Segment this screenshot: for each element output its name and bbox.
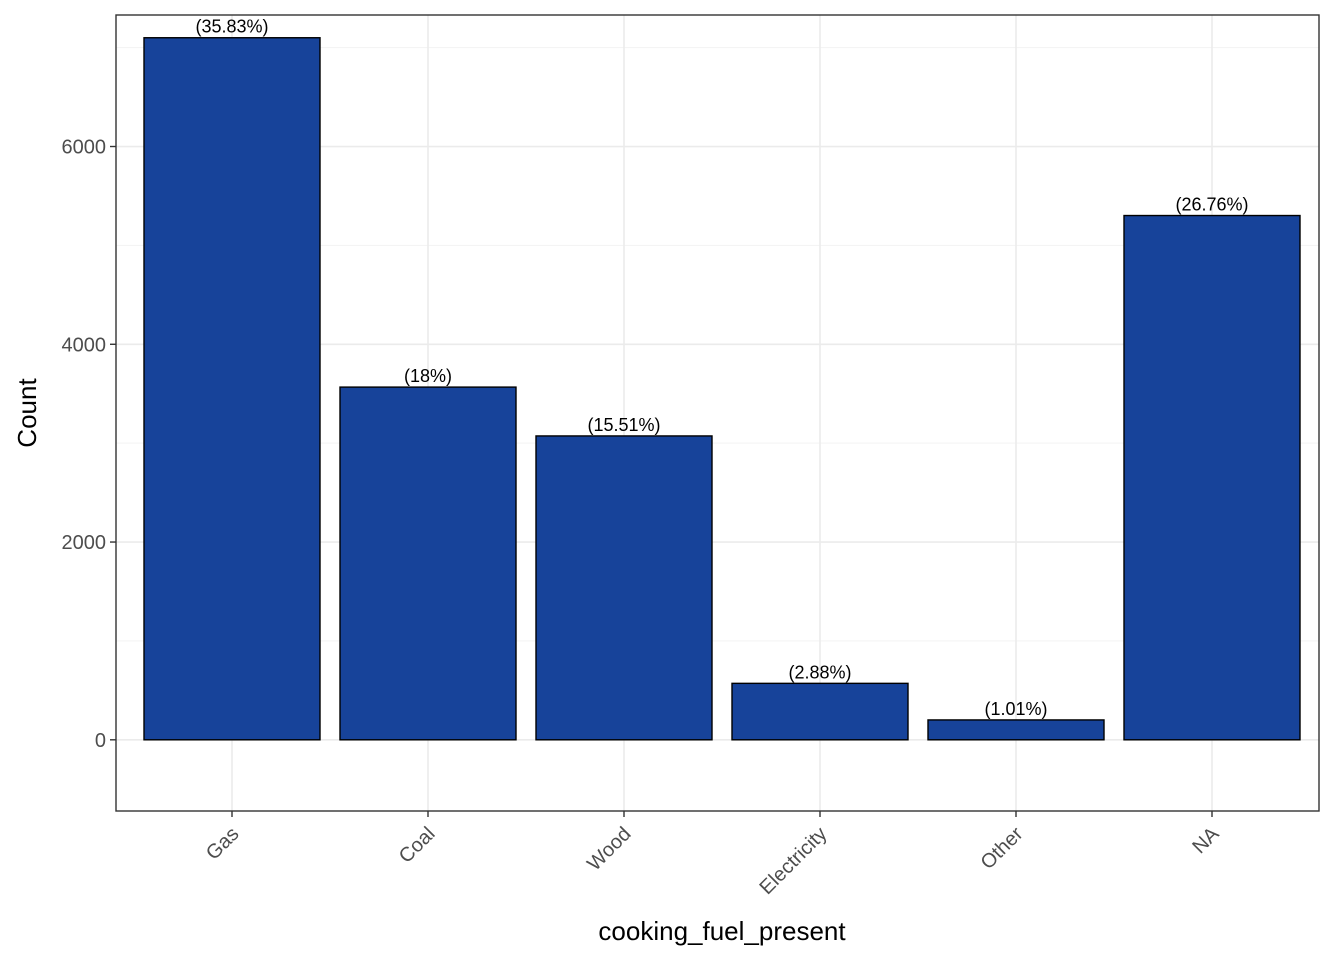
y-axis-title: Count — [12, 378, 42, 448]
y-tick-label: 4000 — [62, 334, 107, 356]
bar-wood — [535, 435, 713, 741]
bar-na — [1123, 214, 1301, 741]
y-tick-label: 0 — [95, 730, 106, 752]
data-labels: (35.83%) (18%) (15.51%) (2.88%) (1.01%) (26.7… — [195, 17, 1248, 719]
data-label-na: (26.76%) — [1175, 195, 1248, 215]
data-label-electricity: (2.88%) — [788, 662, 851, 682]
x-axis-title: cooking_fuel_present — [598, 916, 846, 946]
bar-coal — [339, 386, 517, 741]
y-tick-label: 2000 — [62, 532, 107, 554]
data-label-coal: (18%) — [404, 366, 452, 386]
y-tick-label: 6000 — [62, 137, 107, 159]
y-axis: 0 2000 4000 6000 — [62, 137, 116, 752]
bar-electricity — [731, 682, 909, 741]
data-label-wood: (15.51%) — [587, 415, 660, 435]
bars — [143, 37, 1301, 741]
data-label-gas: (35.83%) — [195, 17, 268, 37]
bar-other — [927, 719, 1105, 741]
panel-border — [115, 14, 1320, 812]
data-label-other: (1.01%) — [984, 699, 1047, 719]
bar-gas — [143, 37, 321, 741]
